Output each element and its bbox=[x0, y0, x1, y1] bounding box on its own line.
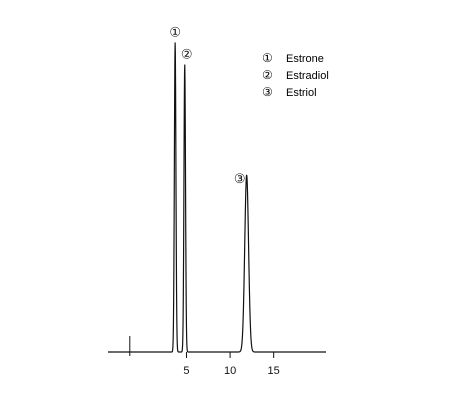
legend-label-estriol: Estriol bbox=[286, 87, 317, 99]
chromatogram-trace bbox=[107, 42, 327, 353]
peak-label-3: ③ bbox=[234, 171, 246, 186]
legend-marker-3: ③ bbox=[262, 85, 273, 99]
x-tick-label-10: 10 bbox=[224, 365, 236, 377]
legend-label-estrone: Estrone bbox=[286, 53, 324, 65]
peak-label-1: ① bbox=[169, 24, 181, 39]
x-tick-label-5: 5 bbox=[183, 365, 189, 377]
peak-label-2: ② bbox=[181, 46, 193, 61]
legend-marker-2: ② bbox=[262, 68, 273, 82]
x-tick-label-15: 15 bbox=[268, 365, 280, 377]
legend-marker-1: ① bbox=[262, 51, 273, 65]
legend: ① Estrone ② Estradiol ③ Estriol bbox=[262, 51, 329, 99]
legend-label-estradiol: Estradiol bbox=[286, 70, 329, 82]
